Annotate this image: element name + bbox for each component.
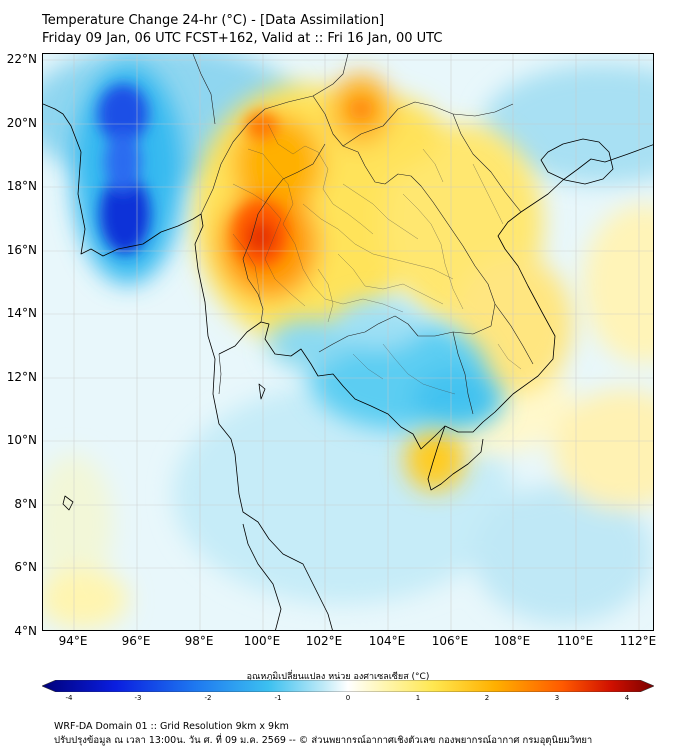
colorbar-tick-minus1: -1 <box>274 694 282 702</box>
colorbar-tick-0: 0 <box>345 694 351 702</box>
lon-label-98e: 98°E <box>184 634 214 648</box>
lat-label-14n: 14°N <box>6 306 37 320</box>
province-borders <box>232 123 522 395</box>
lat-label-20n: 20°N <box>6 116 37 130</box>
lat-label-16n: 16°N <box>6 243 37 257</box>
lon-label-100e: 100°E <box>243 634 281 648</box>
lon-label-112e: 112°E <box>619 634 657 648</box>
footer-line-2: ปรับปรุงข้อมูล ณ เวลา 13:00น. วัน ศ. ที่… <box>54 735 593 746</box>
lon-label-110e: 110°E <box>556 634 594 648</box>
lon-label-106e: 106°E <box>431 634 469 648</box>
country-borders <box>192 54 534 415</box>
colorbar <box>42 680 654 692</box>
lat-label-4n: 4°N <box>14 624 37 638</box>
lon-label-94e: 94°E <box>58 634 88 648</box>
cold-core <box>98 84 150 254</box>
lon-label-96e: 96°E <box>121 634 151 648</box>
colorbar-tick-minus4: -4 <box>65 694 73 702</box>
colorbar-tick-2: 2 <box>484 694 490 702</box>
lat-label-8n: 8°N <box>14 497 37 511</box>
footer-credits: WRF-DA Domain 01 :: Grid Resolution 9km … <box>54 720 592 748</box>
lat-label-18n: 18°N <box>6 179 37 193</box>
colorbar-tick-3: 3 <box>554 694 560 702</box>
colorbar-tick-minus3: -3 <box>134 694 142 702</box>
coastlines <box>43 103 653 630</box>
colorbar-label: อุณหภูมิเปลี่ยนแปลง หน่วย องศาเซลเซียส (… <box>246 672 430 682</box>
lat-label-22n: 22°N <box>6 52 37 66</box>
colorbar-gradient <box>42 680 654 692</box>
title-line-2: Friday 09 Jan, 06 UTC FCST+162, Valid at… <box>42 31 443 46</box>
chart-title: Temperature Change 24-hr (°C) - [Data As… <box>42 12 442 48</box>
title-line-1: Temperature Change 24-hr (°C) - [Data As… <box>42 13 385 28</box>
colorbar-tick-4: 4 <box>624 694 630 702</box>
lon-label-108e: 108°E <box>493 634 531 648</box>
lat-label-10n: 10°N <box>6 433 37 447</box>
footer-line-1: WRF-DA Domain 01 :: Grid Resolution 9km … <box>54 721 289 732</box>
lon-label-104e: 104°E <box>368 634 406 648</box>
map-plot-area <box>42 53 654 631</box>
temperature-field-map <box>43 54 653 630</box>
colorbar-tick-minus2: -2 <box>204 694 212 702</box>
colorbar-tick-1: 1 <box>415 694 421 702</box>
lat-label-12n: 12°N <box>6 370 37 384</box>
lat-label-6n: 6°N <box>14 560 37 574</box>
lon-label-102e: 102°E <box>305 634 343 648</box>
